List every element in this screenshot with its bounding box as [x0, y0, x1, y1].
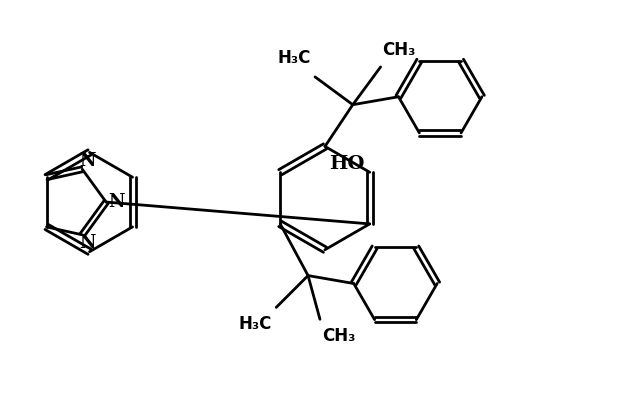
Text: CH₃: CH₃ [322, 327, 355, 345]
Text: N: N [108, 193, 124, 211]
Text: N: N [79, 234, 95, 252]
Text: H₃C: H₃C [239, 315, 272, 333]
Text: HO: HO [329, 155, 365, 173]
Text: N: N [79, 152, 95, 171]
Text: H₃C: H₃C [278, 49, 311, 67]
Text: CH₃: CH₃ [383, 41, 416, 59]
